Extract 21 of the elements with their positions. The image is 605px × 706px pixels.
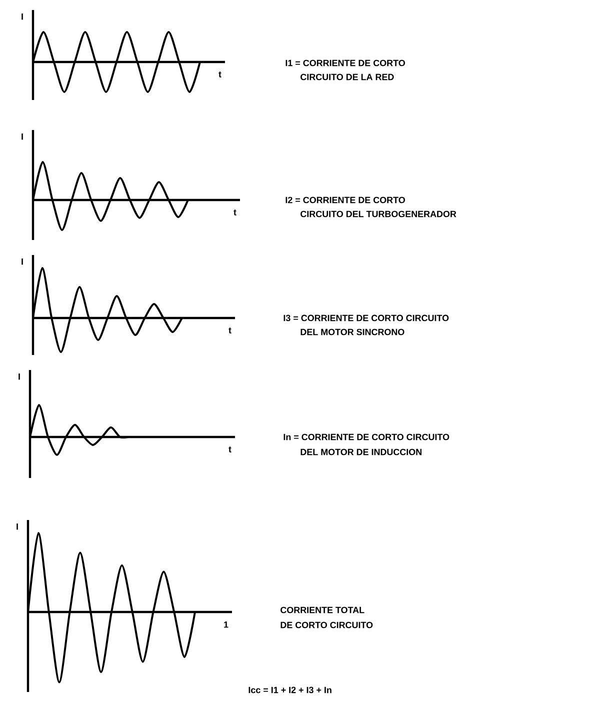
text: CIRCUITO DE LA RED [300,74,394,80]
text: In = CORRIENTE DE CORTO CIRCUITO [284,434,450,440]
text: I3 = CORRIENTE DE CORTO CIRCUITO [284,314,449,322]
x-axis-title: t [234,209,236,216]
text: I1 = CORRIENTE DE CORTO [286,60,405,66]
text: DEL MOTOR SINCRONO [300,328,404,336]
y-axis-title: I [22,134,23,140]
x-axis-title: t [228,446,232,452]
text: DEL MOTOR DE INDUCCION [300,448,422,456]
y-axis-title: I [22,258,23,265]
y-axis-title: I [16,524,18,530]
text: Icc = I1 + I2 + I3 + In [248,686,332,694]
text: DE CORTO CIRCUITO [280,622,373,628]
text: I2 = CORRIENTE DE CORTO [286,196,405,204]
x-axis-title: t [228,327,232,334]
y-axis-title: I [18,374,20,380]
x-axis-title: t [218,71,222,78]
x-axis-title: 1 [224,621,228,628]
text: CORRIENTE TOTAL [280,606,364,614]
y-axis-title: I [22,14,23,20]
text: CIRCUITO DEL TURBOGENERADOR [300,210,456,218]
